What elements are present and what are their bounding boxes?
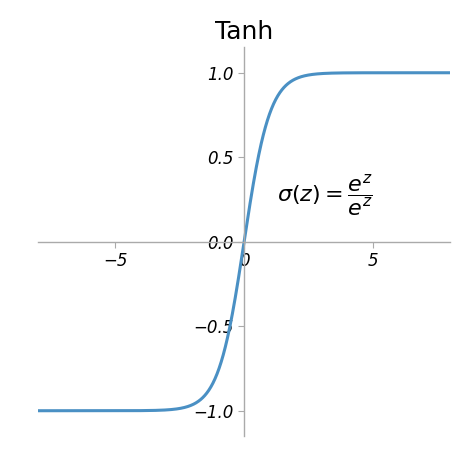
Text: $\sigma(z)=\dfrac{e^z}{e^z}$: $\sigma(z)=\dfrac{e^z}{e^z}$ [277, 172, 373, 218]
Title: Tanh: Tanh [215, 20, 273, 44]
